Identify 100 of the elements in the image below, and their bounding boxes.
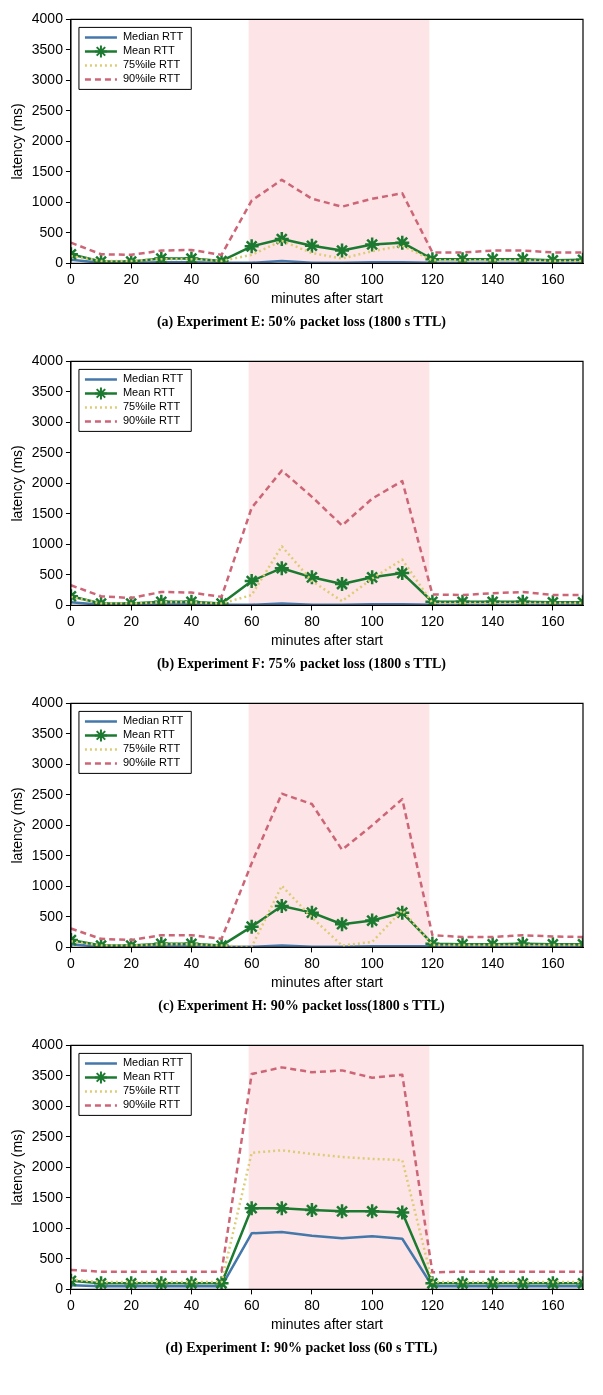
x-tick-label: 60 [243,612,260,629]
text: (a) Experiment E: 50% packet loss (1800 s TTL) [155,314,448,330]
y-tick-label: 4000 [31,694,64,711]
legend-label: Median RTT [122,372,184,385]
y-tick-label: 1000 [31,193,64,210]
x-tick-label: 40 [183,954,200,971]
y-axis-title: latency (ms) [9,103,26,180]
y-tick-label: 3000 [31,755,64,772]
legend-label: 90%ile RTT [122,756,181,769]
point [333,1203,351,1220]
text: (b) Experiment F: 75% packet loss (1800 s TTL) [155,656,448,672]
y-tick-label: 0 [55,938,64,955]
y-tick-label: 3000 [31,71,64,88]
legend-label: Median RTT [122,714,184,727]
point [303,1201,321,1219]
y-tick-label: 2500 [31,1127,64,1144]
x-tick-label: 60 [243,1296,260,1313]
point [484,1275,501,1290]
line-series [70,178,583,257]
x-tick-label: 20 [123,612,140,629]
point [183,1275,200,1290]
x-tick-label: 60 [243,270,260,287]
x-tick-label: 160 [541,1296,565,1313]
x-tick-label: 120 [420,612,445,629]
y-tick-label: 1000 [31,1219,64,1236]
y-tick-label: 4000 [31,352,64,369]
y-tick-label: 1500 [31,504,64,521]
x-axis-title: minutes after start [270,974,384,991]
x-axis-title: minutes after start [270,1316,384,1333]
x-tick-label: 0 [67,612,76,629]
y-tick-label: 1500 [31,846,64,863]
x-tick-label: 80 [304,612,320,629]
y-tick-label: 3000 [31,1097,64,1114]
y-tick-label: 1000 [31,877,64,894]
x-tick-label: 0 [67,1296,76,1313]
x-tick-label: 120 [420,270,445,287]
legend-label: 90%ile RTT [122,414,181,427]
y-tick-label: 2500 [31,443,64,460]
point [544,1275,562,1290]
point [363,1203,381,1220]
x-tick-label: 40 [183,1296,200,1313]
legend-label: 75%ile RTT [122,58,181,71]
y-tick-label: 0 [55,254,64,271]
x-tick-label: 160 [541,270,565,287]
legend-label: Mean RTT [122,44,175,57]
point [213,1275,230,1290]
x-tick-label: 40 [183,270,200,287]
x-tick-label: 80 [304,270,320,287]
x-axis-title: minutes after start [270,290,384,307]
x-tick-label: 100 [360,612,385,629]
y-tick-label: 500 [39,565,64,582]
x-tick-label: 100 [360,954,385,971]
legend-label: 75%ile RTT [122,400,181,413]
x-tick-label: 140 [480,1296,505,1313]
x-tick-label: 20 [123,1296,140,1313]
y-tick-label: 2500 [31,101,64,118]
y-tick-label: 1500 [31,1188,64,1205]
legend-label: Median RTT [122,30,184,43]
y-tick-label: 0 [55,1280,64,1297]
point [514,1275,532,1290]
point [454,1275,471,1290]
point [394,1204,411,1221]
x-tick-label: 140 [480,612,505,629]
legend-label: Mean RTT [122,1070,175,1083]
y-tick-label: 3500 [31,1066,64,1083]
x-tick-label: 140 [480,954,505,971]
y-tick-label: 0 [55,596,64,613]
line-series [70,884,583,948]
legend-label: 75%ile RTT [122,742,181,755]
y-tick-label: 4000 [31,10,64,27]
y-tick-label: 2000 [31,1158,64,1175]
line-series [70,1066,583,1274]
y-tick-label: 500 [39,223,64,240]
x-tick-label: 20 [123,270,140,287]
y-tick-label: 3000 [31,413,64,430]
text: (c) Experiment H: 90% packet loss(1800 s TTL) [157,998,446,1014]
x-tick-label: 0 [67,270,76,287]
point [243,1200,260,1217]
x-tick-label: 20 [123,954,140,971]
x-tick-label: 40 [183,612,200,629]
legend-label: 75%ile RTT [122,1084,181,1097]
y-tick-label: 2500 [31,785,64,802]
point [273,1200,291,1217]
line-series [70,544,583,605]
x-tick-label: 80 [304,954,320,971]
y-tick-label: 4000 [31,1036,64,1053]
y-tick-label: 2000 [31,816,64,833]
y-tick-label: 2000 [31,132,64,149]
y-tick-label: 3500 [31,382,64,399]
x-tick-label: 160 [541,954,565,971]
legend-label: Median RTT [122,1056,184,1069]
x-tick-label: 120 [420,954,445,971]
x-tick-label: 60 [243,954,260,971]
y-tick-label: 2000 [31,474,64,491]
y-tick-label: 1500 [31,162,64,179]
y-tick-label: 1000 [31,535,64,552]
y-axis-title: latency (ms) [9,445,26,522]
y-tick-label: 500 [39,907,64,924]
x-tick-label: 120 [420,1296,445,1313]
legend-label: 90%ile RTT [122,1098,181,1111]
